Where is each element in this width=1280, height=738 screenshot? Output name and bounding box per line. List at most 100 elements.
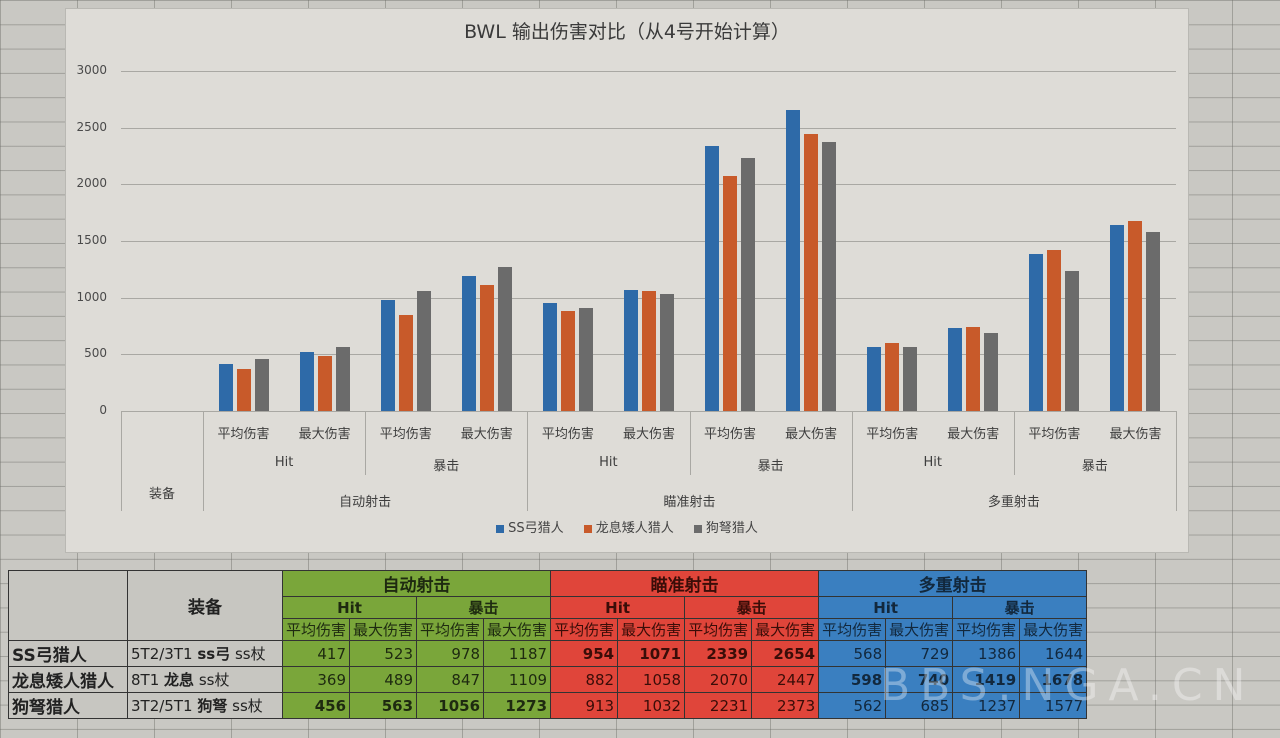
bar[interactable] [1065, 270, 1080, 411]
bar[interactable] [705, 145, 720, 411]
value-cell[interactable]: 456 [281, 692, 351, 719]
col-header-avg[interactable]: 平均伤害 [281, 618, 351, 641]
bar[interactable] [497, 266, 512, 411]
bar[interactable] [786, 110, 801, 411]
value-cell[interactable]: 562 [818, 692, 887, 719]
bar[interactable] [948, 328, 963, 411]
sub-header-crit[interactable]: 暴击 [416, 596, 552, 619]
bar[interactable] [822, 142, 837, 411]
bar[interactable] [335, 347, 350, 411]
table-row[interactable]: 龙息矮人猎人 8T1 龙息 ss杖 369 489 847 1109 882 1058 2070… [8, 666, 1088, 693]
bar[interactable] [1047, 250, 1062, 411]
legend-item-ss-bow[interactable]: SS弓猎人 [496, 517, 564, 536]
value-cell[interactable]: 1419 [952, 666, 1021, 693]
equip-header[interactable]: 装备 [127, 570, 283, 641]
group-header-auto-shot[interactable]: 自动射击 [281, 570, 552, 597]
value-cell[interactable]: 978 [416, 640, 485, 667]
bar[interactable] [1128, 220, 1143, 411]
bar[interactable] [560, 311, 575, 411]
sub-header-crit[interactable]: 暴击 [684, 596, 820, 619]
value-cell[interactable]: 1187 [483, 640, 552, 667]
bar[interactable] [984, 333, 999, 411]
value-cell[interactable]: 489 [349, 666, 418, 693]
col-header-max[interactable]: 最大伤害 [751, 618, 820, 641]
group-header-multi-shot[interactable]: 多重射击 [818, 570, 1088, 597]
equipment-cell[interactable]: 3T2/5T1 狗弩 ss杖 [127, 692, 283, 719]
value-cell[interactable]: 2373 [751, 692, 820, 719]
value-cell[interactable]: 685 [885, 692, 954, 719]
col-header-max[interactable]: 最大伤害 [617, 618, 686, 641]
value-cell[interactable]: 523 [349, 640, 418, 667]
bar[interactable] [578, 307, 593, 411]
bar[interactable] [542, 302, 557, 411]
bar[interactable] [236, 369, 251, 411]
bar[interactable] [1110, 224, 1125, 411]
hunter-name[interactable]: 狗弩猎人 [8, 692, 128, 719]
col-header-max[interactable]: 最大伤害 [483, 618, 552, 641]
bar[interactable] [741, 158, 756, 411]
value-cell[interactable]: 2339 [684, 640, 753, 667]
col-header-avg[interactable]: 平均伤害 [684, 618, 753, 641]
sub-header-hit[interactable]: Hit [818, 596, 954, 619]
value-cell[interactable]: 1032 [617, 692, 686, 719]
value-cell[interactable]: 563 [349, 692, 418, 719]
group-header-aimed-shot[interactable]: 瞄准射击 [550, 570, 820, 597]
value-cell[interactable]: 1678 [1019, 666, 1088, 693]
value-cell[interactable]: 369 [281, 666, 351, 693]
value-cell[interactable]: 598 [818, 666, 887, 693]
bar[interactable] [903, 347, 918, 411]
value-cell[interactable]: 1273 [483, 692, 552, 719]
bar[interactable] [623, 289, 638, 411]
sub-header-hit[interactable]: Hit [550, 596, 686, 619]
bar[interactable] [398, 315, 413, 411]
hunter-name[interactable]: SS弓猎人 [8, 640, 128, 667]
value-cell[interactable]: 2447 [751, 666, 820, 693]
bar[interactable] [479, 285, 494, 411]
value-cell[interactable]: 568 [818, 640, 887, 667]
legend-item-dragonbreath[interactable]: 龙息矮人猎人 [583, 517, 674, 536]
value-cell[interactable]: 1071 [617, 640, 686, 667]
bar[interactable] [641, 291, 656, 411]
bar[interactable] [317, 355, 332, 411]
bar[interactable] [1146, 232, 1161, 411]
value-cell[interactable]: 1109 [483, 666, 552, 693]
value-cell[interactable]: 913 [550, 692, 619, 719]
bar[interactable] [723, 176, 738, 411]
col-header-avg[interactable]: 平均伤害 [550, 618, 619, 641]
table-row[interactable]: SS弓猎人 5T2/3T1 ss弓 ss杖 417 523 978 1187 954 1071… [8, 640, 1088, 667]
value-cell[interactable]: 882 [550, 666, 619, 693]
bar[interactable] [416, 291, 431, 411]
hunter-name[interactable]: 龙息矮人猎人 [8, 666, 128, 693]
bar[interactable] [659, 294, 674, 411]
bar[interactable] [380, 300, 395, 411]
bar[interactable] [966, 327, 981, 411]
value-cell[interactable]: 417 [281, 640, 351, 667]
col-header-avg[interactable]: 平均伤害 [952, 618, 1021, 641]
table-row[interactable]: 狗弩猎人 3T2/5T1 狗弩 ss杖 456 563 1056 1273 913 1032 2… [8, 692, 1088, 719]
bar-chart[interactable]: BWL 输出伤害对比（从4号开始计算） 3000 2500 2000 1500 … [65, 8, 1189, 553]
col-header-avg[interactable]: 平均伤害 [416, 618, 485, 641]
bar[interactable] [461, 276, 476, 411]
value-cell[interactable]: 1056 [416, 692, 485, 719]
equipment-cell[interactable]: 5T2/3T1 ss弓 ss杖 [127, 640, 283, 667]
corner-cell[interactable] [8, 570, 128, 641]
value-cell[interactable]: 847 [416, 666, 485, 693]
value-cell[interactable]: 1058 [617, 666, 686, 693]
col-header-max[interactable]: 最大伤害 [1019, 618, 1088, 641]
value-cell[interactable]: 1644 [1019, 640, 1088, 667]
bar[interactable] [867, 346, 882, 411]
value-cell[interactable]: 740 [885, 666, 954, 693]
value-cell[interactable]: 1237 [952, 692, 1021, 719]
sub-header-crit[interactable]: 暴击 [952, 596, 1088, 619]
value-cell[interactable]: 2070 [684, 666, 753, 693]
value-cell[interactable]: 729 [885, 640, 954, 667]
col-header-max[interactable]: 最大伤害 [349, 618, 418, 641]
bar[interactable] [218, 363, 233, 411]
bar[interactable] [254, 359, 269, 411]
value-cell[interactable]: 2231 [684, 692, 753, 719]
bar[interactable] [1029, 253, 1044, 411]
bar[interactable] [299, 351, 314, 411]
value-cell[interactable]: 1577 [1019, 692, 1088, 719]
sub-header-hit[interactable]: Hit [281, 596, 418, 619]
col-header-max[interactable]: 最大伤害 [885, 618, 954, 641]
